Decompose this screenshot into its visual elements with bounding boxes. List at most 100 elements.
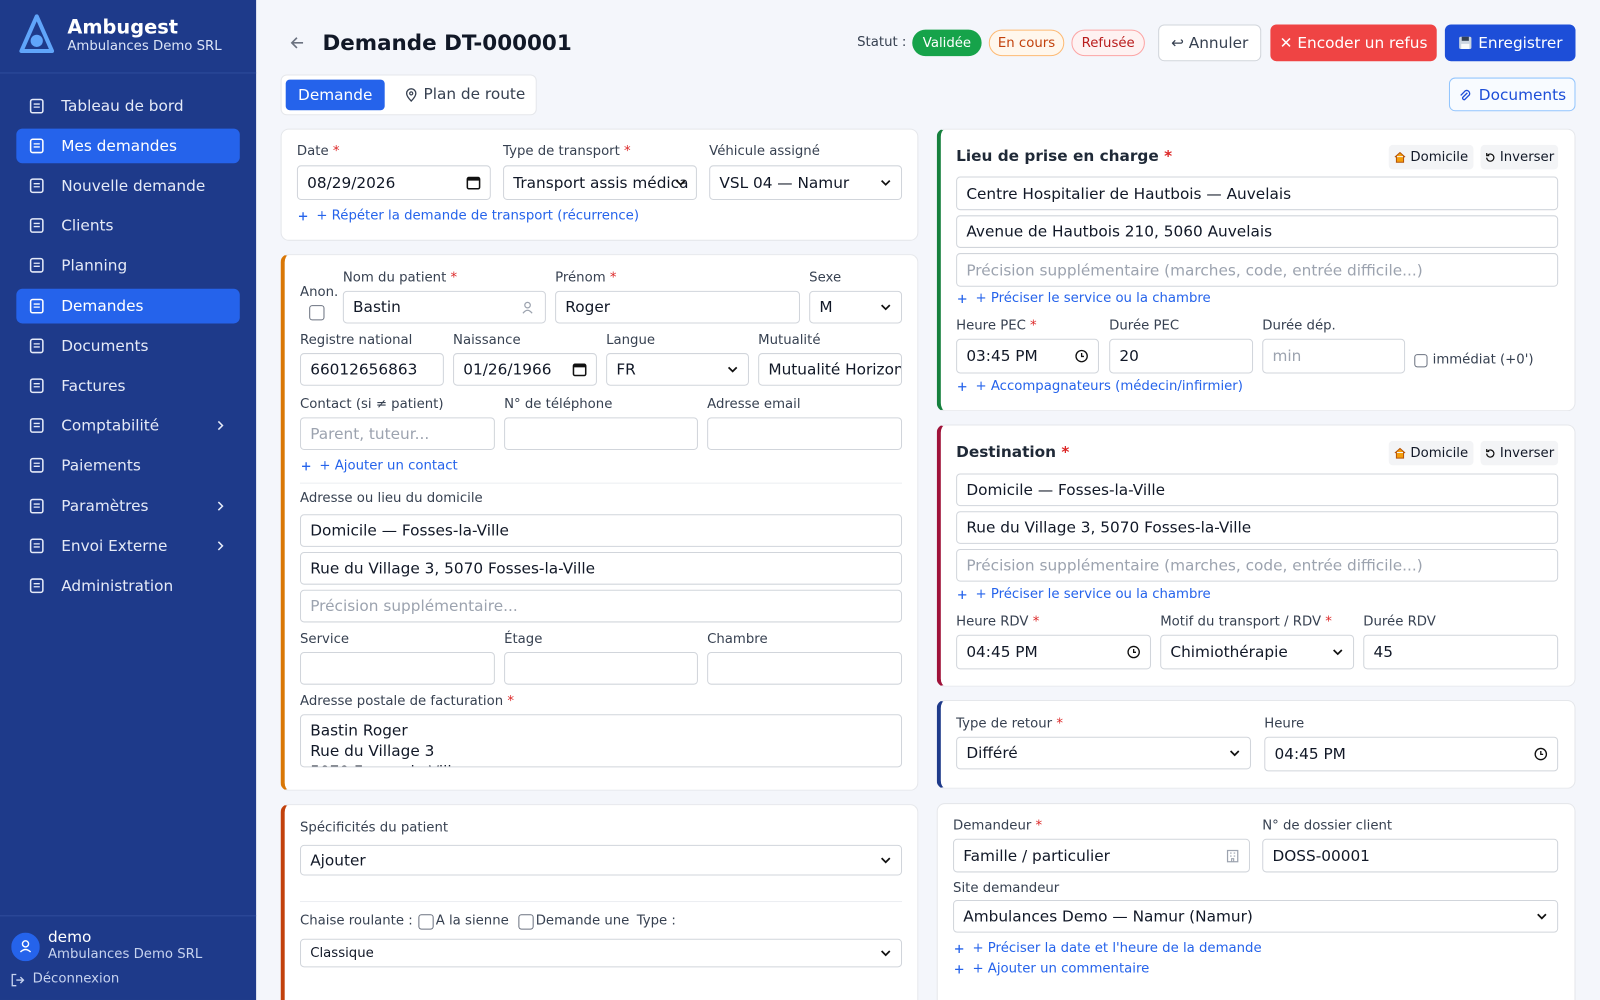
status-label: Statut : <box>857 34 907 50</box>
clock-icon <box>1534 747 1548 761</box>
input-field[interactable]: 08/29/2026 <box>296 165 491 200</box>
select-field[interactable]: Chimiothérapie <box>1160 634 1355 670</box>
nav-item[interactable]: Envoi Externe <box>16 529 239 564</box>
nav-item[interactable]: Documents <box>16 329 239 364</box>
home-button[interactable]: Domicile <box>1388 144 1474 170</box>
checkbox[interactable] <box>1414 354 1428 368</box>
input-field[interactable]: 04:45 PM <box>956 634 1152 670</box>
save-button[interactable]: Enregistrer <box>1444 24 1576 62</box>
input-field[interactable]: min <box>1262 338 1406 374</box>
required-mark: * <box>1035 818 1043 834</box>
input-field[interactable]: Domicile — Fosses-la-Ville <box>299 514 903 547</box>
nav-item[interactable]: Mes demandes <box>16 128 240 164</box>
field-label: N° de dossier client <box>1262 818 1393 834</box>
required-mark: * <box>1056 716 1063 732</box>
required-mark: * <box>1032 614 1040 630</box>
input-field[interactable]: Rue du Village 3, 5070 Fosses-la-Ville <box>299 552 903 585</box>
swap-button[interactable]: Inverser <box>1480 144 1559 170</box>
nav-item[interactable]: Demandes <box>16 288 240 324</box>
input-field[interactable] <box>299 652 495 685</box>
input-field[interactable]: Rue du Village 3, 5070 Fosses-la-Ville <box>956 511 1559 544</box>
checkbox[interactable] <box>418 914 434 930</box>
input-field[interactable]: Centre Hospitalier de Hautbois — Auvelai… <box>956 176 1559 211</box>
select-field[interactable]: VSL 04 — Namur <box>709 165 903 200</box>
input-field[interactable]: Roger <box>555 290 800 324</box>
tab-active[interactable]: Demande <box>285 79 385 111</box>
nav-item[interactable]: Paiements <box>16 448 239 483</box>
divider <box>0 72 257 74</box>
input-value: Différé <box>966 743 1018 763</box>
field-label: Langue <box>606 332 656 348</box>
input-field[interactable]: 20 <box>1109 338 1254 374</box>
input-field[interactable]: Avenue de Hautbois 210, 5060 Auvelais <box>956 215 1559 248</box>
home-button[interactable]: Domicile <box>1388 440 1474 466</box>
input-field[interactable]: Famille / particulier <box>953 838 1250 873</box>
link[interactable]: + Accompagnateurs (médecin/infirmier) <box>975 378 1243 394</box>
input-field[interactable] <box>707 417 903 450</box>
checkbox[interactable] <box>309 305 325 321</box>
input-field[interactable] <box>707 652 903 685</box>
input-field[interactable]: Mutualité Horizon <box>758 353 903 386</box>
textarea-line: Bastin Roger <box>310 721 408 740</box>
select-field[interactable]: Ajouter <box>299 844 903 876</box>
cancel-button[interactable]: ↩ Annuler <box>1158 24 1262 62</box>
input-value: 20 <box>1119 346 1139 366</box>
select-field[interactable]: Ambulances Demo — Namur (Namur) <box>953 899 1559 933</box>
input-field[interactable]: Précision supplémentaire (marches, code,… <box>956 548 1559 582</box>
save-icon <box>1458 36 1472 50</box>
logout[interactable]: Déconnexion <box>32 971 120 987</box>
select-field[interactable]: FR <box>606 353 749 386</box>
nav-item[interactable]: Tableau de bord <box>16 89 239 124</box>
swap-button[interactable]: Inverser <box>1480 440 1559 466</box>
select-field[interactable]: Différé <box>956 736 1252 770</box>
link[interactable]: + Répéter la demande de transport (récur… <box>316 208 640 224</box>
back-button[interactable] <box>289 35 305 51</box>
nav-item[interactable]: Paramètres <box>16 489 239 524</box>
link[interactable]: + Ajouter un commentaire <box>972 961 1150 977</box>
status-pill[interactable]: En cours <box>988 29 1065 57</box>
input-field[interactable]: 66012656863 <box>299 353 444 386</box>
nav-item[interactable]: Administration <box>16 568 239 603</box>
nav-item[interactable]: Clients <box>16 208 239 243</box>
input-field[interactable]: 01/26/1966 <box>453 353 597 386</box>
nav-item[interactable]: Planning <box>16 248 239 283</box>
field-label: Contact (si ≠ patient) <box>299 396 444 413</box>
nav-item[interactable]: Nouvelle demande <box>16 168 239 203</box>
nav-label: Envoi Externe <box>61 536 168 556</box>
link[interactable]: + Préciser le service ou la chambre <box>975 586 1211 603</box>
input-field[interactable]: Domicile — Fosses-la-Ville <box>956 473 1559 507</box>
nav-item[interactable]: Factures <box>16 368 239 403</box>
input-field[interactable]: Parent, tuteur... <box>299 417 495 450</box>
refuse-button[interactable]: ✕ Encoder un refus <box>1270 24 1437 62</box>
link[interactable]: + Préciser la date et l'heure de la dema… <box>972 940 1262 957</box>
nav-item[interactable]: Comptabilité <box>16 408 239 443</box>
input-field[interactable]: Précision supplémentaire (marches, code,… <box>956 253 1559 287</box>
nav-icon <box>29 498 45 514</box>
field-label: Registre national <box>299 332 413 348</box>
select-field[interactable]: M <box>809 290 903 324</box>
input-field[interactable]: Bastin <box>342 290 546 324</box>
documents-button[interactable]: Documents <box>1448 77 1576 112</box>
input-field[interactable]: 03:45 PM <box>956 338 1099 374</box>
status-pill[interactable]: Validée <box>912 29 982 57</box>
link[interactable]: + Ajouter un contact <box>319 458 458 474</box>
select-field[interactable]: Classique <box>299 938 903 968</box>
clock-icon <box>1127 645 1141 659</box>
input-field[interactable]: DOSS-00001 <box>1262 838 1559 873</box>
input-value: 03:45 PM <box>966 346 1038 366</box>
nav-icon <box>29 457 45 473</box>
input-field[interactable] <box>504 652 698 685</box>
input-field[interactable]: 45 <box>1363 634 1559 670</box>
input-field[interactable] <box>504 417 698 450</box>
input-field[interactable]: 04:45 PM <box>1264 736 1559 772</box>
input-field[interactable]: Précision supplémentaire... <box>299 589 903 623</box>
status-pill[interactable]: Refusée <box>1071 29 1145 57</box>
link[interactable]: + Préciser le service ou la chambre <box>975 290 1211 307</box>
tab[interactable]: Plan de route <box>423 84 526 104</box>
user-name: demo <box>47 927 92 946</box>
plus-icon <box>957 382 967 392</box>
select-field[interactable]: Transport assis médica <box>503 165 697 200</box>
checkbox[interactable] <box>518 914 534 930</box>
chev-icon <box>880 854 892 866</box>
